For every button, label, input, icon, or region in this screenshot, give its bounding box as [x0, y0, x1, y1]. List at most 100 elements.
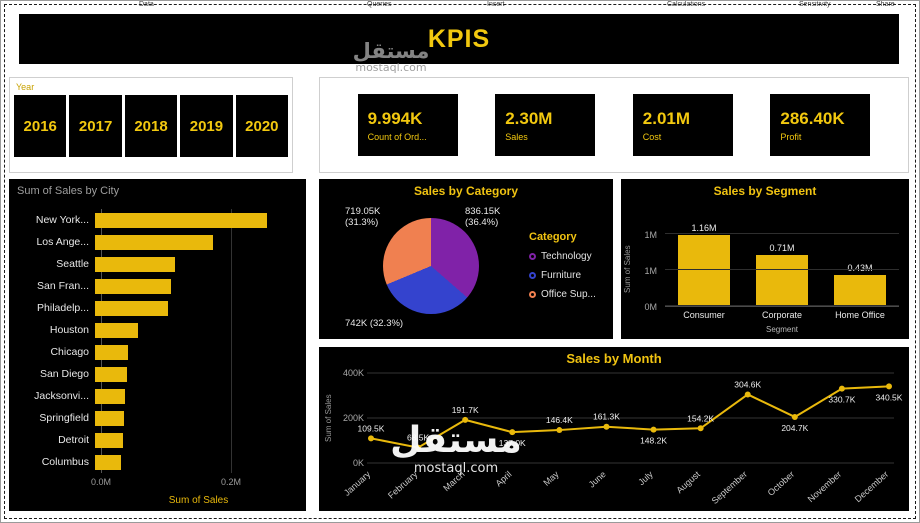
city-bar-track	[95, 322, 296, 338]
ribbon-tab-calculations[interactable]: Calculations	[667, 1, 706, 8]
pie-label-line: 742K (32.3%)	[345, 318, 404, 329]
month-data-point[interactable]	[886, 383, 892, 390]
month-value-label: 68.5K	[407, 433, 430, 443]
city-x-axis-title: Sum of Sales	[168, 495, 229, 506]
month-category-label: August	[674, 469, 702, 496]
legend-item-office-supplies[interactable]: Office Sup...	[529, 289, 596, 300]
city-bar[interactable]	[95, 278, 171, 294]
segment-bar-chart: Sales by Segment Sum of Sales 1M 1M 0M 1.1…	[621, 179, 909, 339]
ribbon-tab-share[interactable]: Share	[876, 1, 895, 8]
kpi-label: Count of Ord...	[367, 131, 427, 142]
city-bar-track	[95, 410, 296, 426]
pie-label-line: 836.15K	[465, 206, 501, 217]
city-bar[interactable]	[95, 344, 129, 360]
city-bar[interactable]	[95, 322, 138, 338]
month-category-label: November	[806, 469, 844, 504]
city-category-label: Columbus	[41, 456, 89, 468]
year-button-2016[interactable]: 2016	[14, 95, 67, 157]
legend-item-furniture[interactable]: Furniture	[529, 270, 596, 281]
pie-slice-label-office: 719.05K (31.3%)	[345, 206, 380, 228]
month-data-point[interactable]	[603, 423, 610, 430]
segment-bar-group: 0.43M	[829, 223, 891, 306]
ribbon-tab-queries[interactable]: Queries	[367, 1, 392, 8]
ribbon-tab-insert[interactable]: Insert	[487, 1, 505, 8]
city-bar-chart: Sum of Sales by City New York... Los Ange…	[9, 179, 306, 511]
kpi-label: Profit	[780, 131, 802, 142]
month-data-point[interactable]	[509, 429, 516, 436]
month-category-label: June	[587, 469, 608, 490]
city-bar[interactable]	[95, 300, 169, 316]
segment-gridline	[665, 233, 899, 234]
city-category-label: Philadelp...	[37, 302, 89, 314]
city-bar[interactable]	[95, 212, 267, 228]
segment-category-labels: Consumer Corporate Home Office	[665, 310, 899, 320]
month-data-point[interactable]	[368, 435, 374, 442]
ribbon-tab-data[interactable]: Data	[139, 1, 154, 8]
segment-gridline	[665, 305, 899, 306]
kpi-label: Sales	[505, 131, 528, 142]
month-data-point[interactable]	[838, 385, 845, 392]
city-category-label: Springfield	[39, 412, 89, 424]
city-bar[interactable]	[95, 388, 126, 404]
month-y-axis-title: Sum of Sales	[324, 394, 333, 442]
category-pie-chart: Sales by Category 836.15K (36.4%) 719.05K…	[319, 179, 613, 339]
month-data-point[interactable]	[650, 426, 657, 433]
kpi-card-profit[interactable]: 286.40K Profit	[770, 94, 871, 156]
ribbon-tab-sensitivity[interactable]: Sensitivity	[799, 1, 831, 8]
month-category-label: December	[853, 469, 891, 504]
city-bar[interactable]	[95, 256, 176, 272]
month-data-point[interactable]	[791, 413, 798, 420]
city-bar-row: Detroit	[17, 429, 296, 451]
city-bar[interactable]	[95, 234, 213, 250]
month-data-point[interactable]	[556, 427, 563, 434]
legend-item-technology[interactable]: Technology	[529, 251, 596, 262]
month-data-point[interactable]	[462, 416, 469, 423]
year-button-2018[interactable]: 2018	[124, 95, 178, 157]
segment-category-label: Corporate	[761, 310, 803, 320]
pie-slice-label-technology: 836.15K (36.4%)	[465, 206, 500, 228]
city-x-axis: 0.0M 0.2M	[91, 477, 296, 489]
month-line-series	[370, 385, 890, 449]
legend-label: Technology	[541, 251, 592, 262]
city-bar[interactable]	[95, 366, 128, 382]
month-data-point[interactable]	[697, 425, 704, 432]
kpi-card-orders[interactable]: 9.994K Count of Ord...	[357, 94, 458, 156]
segment-chart-title: Sales by Segment	[713, 184, 817, 198]
x-tick: 0.2M	[220, 477, 242, 487]
pie-chart-title: Sales by Category	[413, 184, 519, 198]
kpi-value: 2.01M	[642, 108, 691, 128]
segment-bar-group: 0.71M	[751, 223, 813, 306]
city-bar-row: San Diego	[17, 363, 296, 385]
pie-graphic[interactable]	[383, 218, 479, 314]
legend-title: Category	[529, 231, 577, 243]
month-data-point[interactable]	[744, 391, 751, 398]
month-category-label: May	[541, 469, 561, 488]
segment-bar[interactable]	[756, 254, 808, 306]
legend-marker-icon	[529, 253, 536, 260]
kpi-card-sales[interactable]: 2.30M Sales	[495, 94, 596, 156]
city-bar[interactable]	[95, 454, 122, 470]
month-y-tick: 0K	[353, 458, 364, 468]
year-button-2019[interactable]: 2019	[180, 95, 233, 157]
city-category-label: New York...	[35, 214, 89, 226]
city-bar[interactable]	[95, 432, 124, 448]
segment-bar[interactable]	[678, 235, 730, 306]
segment-plot-area: 1.16M 0.71M 0.43M	[665, 223, 899, 307]
segment-bar[interactable]	[834, 275, 886, 306]
year-button-2017[interactable]: 2017	[69, 95, 122, 157]
legend-label: Furniture	[541, 270, 582, 281]
segment-x-axis-title: Segment	[765, 325, 799, 334]
kpi-card-cost[interactable]: 2.01M Cost	[632, 94, 733, 156]
city-bar-track	[95, 454, 296, 470]
city-bar[interactable]	[95, 410, 125, 426]
city-category-label: Houston	[49, 324, 89, 336]
segment-y-tick: 1M	[644, 266, 657, 276]
month-category-label: October	[766, 469, 796, 498]
city-chart-title: Sum of Sales by City	[17, 185, 120, 197]
city-category-label: San Diego	[39, 368, 89, 380]
month-data-point[interactable]	[415, 444, 422, 451]
month-value-label: 154.2K	[687, 413, 714, 423]
city-bar-row: Jacksonvi...	[17, 385, 296, 407]
year-button-2020[interactable]: 2020	[235, 95, 289, 157]
